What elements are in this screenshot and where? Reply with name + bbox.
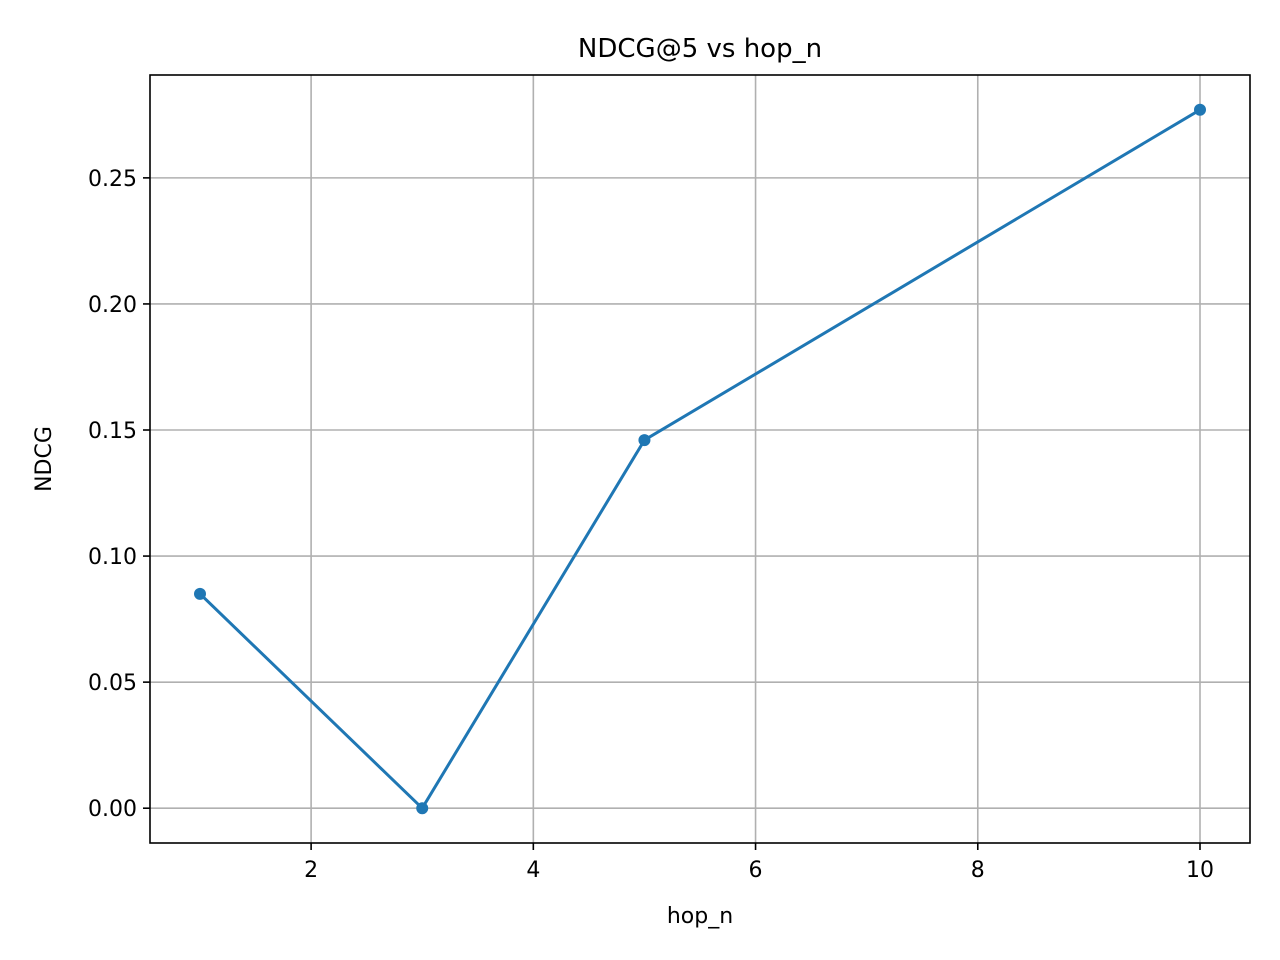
x-axis-ticks: 2 4 6 8 10 bbox=[304, 843, 1214, 883]
data-point bbox=[1194, 103, 1206, 116]
data-point bbox=[638, 434, 651, 447]
x-axis-label: hop_n bbox=[667, 904, 733, 929]
y-tick-label: 0.20 bbox=[88, 293, 137, 318]
x-tick-label: 6 bbox=[749, 858, 763, 883]
series-layer bbox=[194, 103, 1206, 815]
x-tick-label: 2 bbox=[304, 858, 318, 883]
x-tick-label: 10 bbox=[1186, 858, 1214, 883]
y-axis-label: NDCG bbox=[32, 426, 57, 492]
chart-title: NDCG@5 vs hop_n bbox=[578, 34, 822, 64]
y-tick-label: 0.05 bbox=[88, 671, 137, 696]
y-axis-ticks: 0.00 0.05 0.10 0.15 0.20 0.25 bbox=[88, 167, 150, 822]
data-point bbox=[194, 587, 206, 600]
grid-lines bbox=[150, 75, 1250, 843]
data-point bbox=[416, 802, 429, 815]
x-tick-label: 4 bbox=[526, 858, 540, 883]
y-tick-label: 0.10 bbox=[88, 545, 137, 570]
plot-frame bbox=[149, 74, 1251, 844]
y-tick-label: 0.00 bbox=[88, 797, 137, 822]
y-tick-label: 0.15 bbox=[88, 419, 137, 444]
x-tick-label: 8 bbox=[971, 858, 985, 883]
series-line bbox=[197, 107, 1203, 810]
y-tick-label: 0.25 bbox=[88, 167, 137, 192]
